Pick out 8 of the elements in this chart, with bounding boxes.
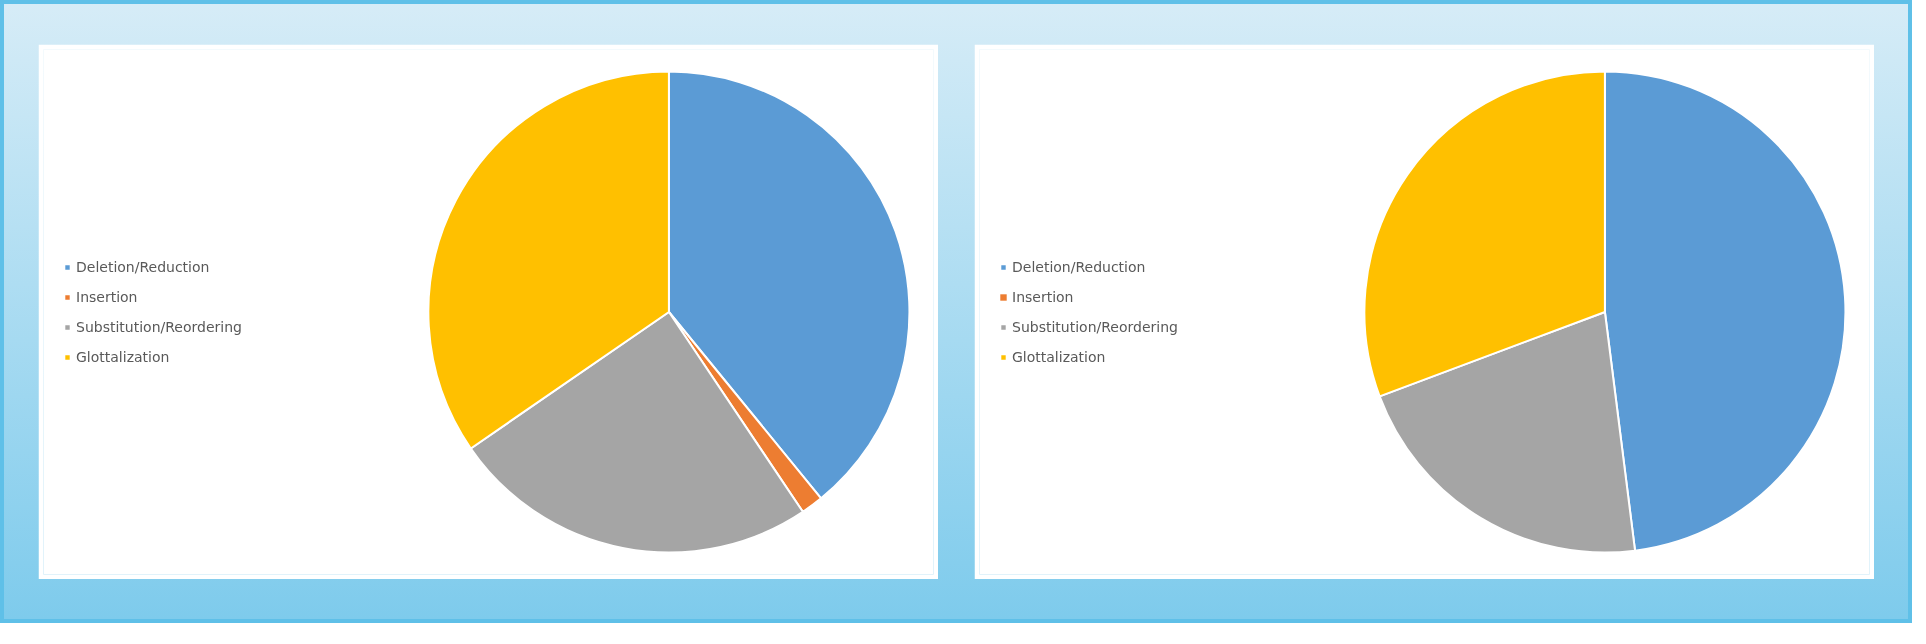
legend-label: Deletion/Reduction [76, 258, 210, 275]
legend-label: Substitution/Reordering [76, 318, 242, 335]
legend-label: Glottalization [76, 348, 170, 365]
legend-label: Insertion [76, 288, 138, 305]
legend-label: Deletion/Reduction [1012, 258, 1146, 275]
legend-label: Glottalization [1012, 348, 1106, 365]
legend-label: Substitution/Reordering [1012, 318, 1178, 335]
legend-label: Insertion [1012, 288, 1074, 305]
